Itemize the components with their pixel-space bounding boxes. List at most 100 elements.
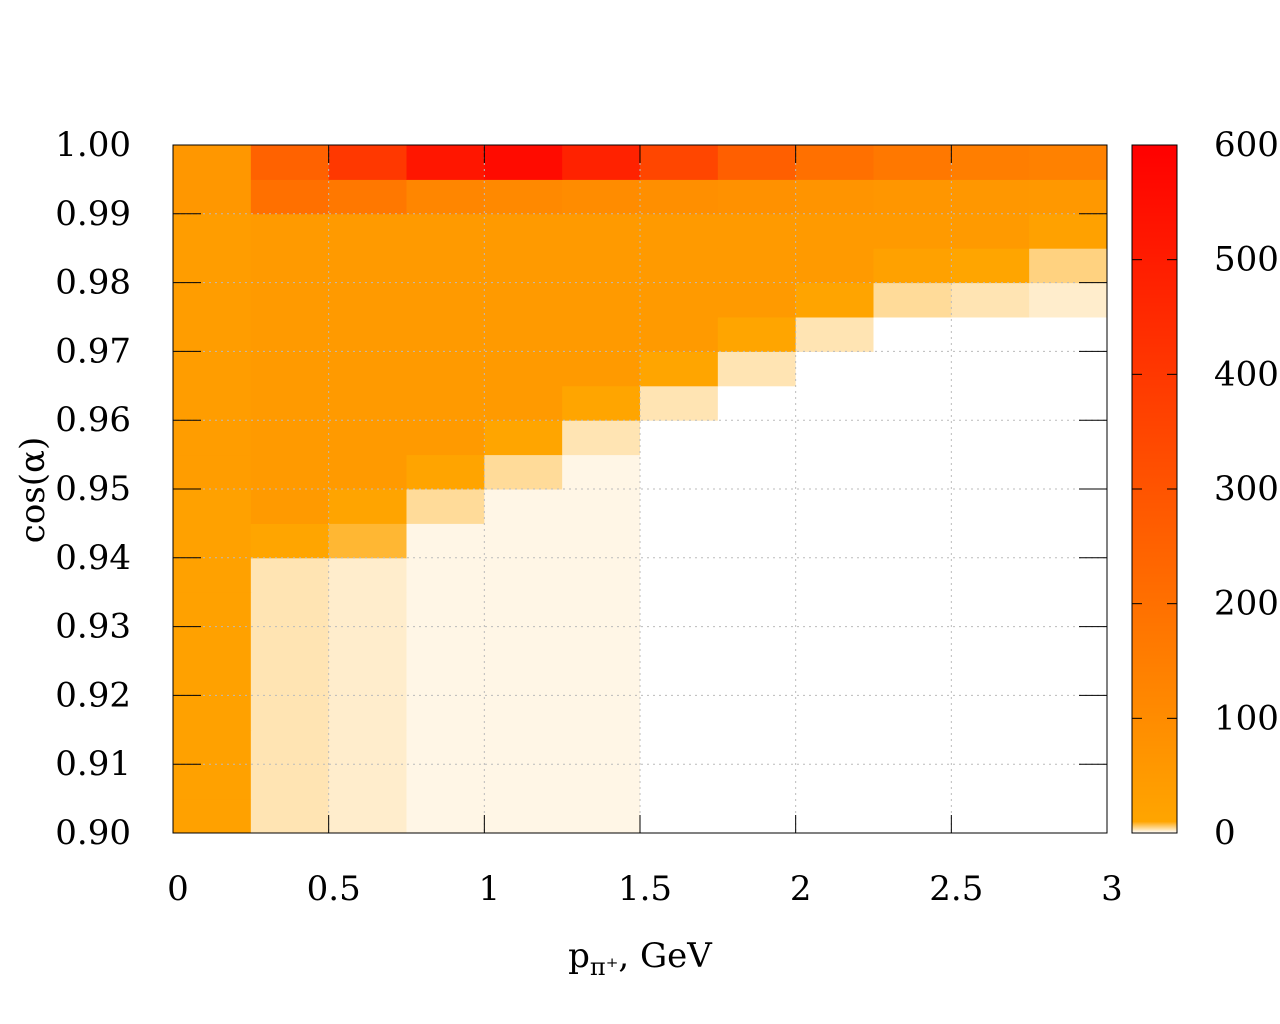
heatmap-cell (562, 626, 641, 662)
heatmap-cell (640, 764, 719, 800)
heatmap-cell (406, 420, 485, 456)
heatmap-cell (406, 557, 485, 593)
heatmap-cell (640, 592, 719, 628)
heatmap-cell (562, 385, 641, 421)
heatmap-cell (562, 557, 641, 593)
heatmap-cell (562, 661, 641, 696)
heatmap-cell (640, 798, 719, 834)
colorbar-tick-label: 600 (1214, 125, 1279, 165)
y-tick-label: 0.92 (55, 675, 131, 715)
heatmap-cell (484, 592, 563, 628)
heatmap-cell (328, 454, 407, 490)
heatmap-cell (173, 729, 252, 765)
heatmap-cell (795, 420, 874, 456)
heatmap-cell (406, 179, 485, 215)
heatmap-cell (562, 695, 641, 731)
x-label-suffix: , GeV (618, 936, 713, 976)
heatmap-cell (250, 282, 330, 318)
heatmap-cell (328, 557, 407, 593)
heatmap-cell (250, 145, 330, 180)
heatmap-cell (795, 695, 874, 731)
heatmap-cell (328, 626, 407, 662)
heatmap-cell (873, 729, 952, 765)
heatmap-cell (640, 454, 719, 490)
heatmap-cell (250, 213, 330, 249)
heatmap-cell (484, 213, 563, 249)
heatmap-cell (484, 385, 563, 421)
heatmap-cell (951, 385, 1030, 421)
heatmap-cell (1029, 282, 1108, 318)
heatmap-cell (717, 317, 797, 352)
heatmap-cell (406, 385, 485, 421)
heatmap-cell (1029, 764, 1108, 800)
colorbar-tick-label: 500 (1214, 240, 1279, 280)
x-label-main: p (568, 936, 590, 976)
heatmap-cell (640, 213, 719, 249)
heatmap-cell (795, 557, 874, 593)
heatmap-cell (562, 213, 641, 249)
heatmap-cell (484, 282, 563, 318)
heatmap-cell (1029, 179, 1108, 215)
heatmap-cell (795, 282, 874, 318)
heatmap-cell (951, 523, 1030, 559)
heatmap-cell (640, 282, 719, 318)
heatmap-cell (873, 626, 952, 662)
y-tick-label: 0.97 (55, 331, 131, 371)
heatmap-cell (717, 385, 797, 421)
heatmap-cell (250, 626, 330, 662)
heatmap-cell (795, 592, 874, 628)
heatmap-cell (250, 661, 330, 696)
heatmap-cell (951, 695, 1030, 731)
heatmap-cell (328, 385, 407, 421)
heatmap-cell (640, 523, 719, 559)
heatmap-cell (406, 523, 485, 559)
heatmap-cell (1029, 626, 1108, 662)
heatmap-cell (717, 798, 797, 834)
heatmap-cell (795, 213, 874, 249)
heatmap-cell (640, 489, 719, 524)
heatmap-cell (640, 729, 719, 765)
colorbar-tick-label: 100 (1214, 698, 1279, 738)
heatmap-cell (250, 248, 330, 284)
heatmap-cell (951, 454, 1030, 490)
heatmap-cell (717, 523, 797, 559)
heatmap-cell (406, 661, 485, 696)
heatmap-cell (250, 592, 330, 628)
heatmap-cell (328, 213, 407, 249)
heatmap-cell (951, 420, 1030, 456)
heatmap-cell (328, 592, 407, 628)
heatmap-cell (173, 213, 252, 249)
heatmap-cell (173, 592, 252, 628)
colorbar-tick-label: 300 (1214, 469, 1279, 509)
heatmap-cell (1029, 729, 1108, 765)
heatmap-cell (873, 179, 952, 215)
heatmap-cell (1029, 317, 1108, 352)
heatmap-cell (873, 764, 952, 800)
colorbar-tick-label: 400 (1214, 354, 1279, 394)
heatmap-cell (873, 454, 952, 490)
heatmap-cell (173, 661, 252, 696)
heatmap-cell (562, 145, 641, 180)
heatmap-cell (173, 523, 252, 559)
heatmap-cell (873, 695, 952, 731)
heatmap-cell (795, 798, 874, 834)
x-label-subscript: π⁺ (590, 953, 618, 981)
heatmap-cell (173, 351, 252, 387)
heatmap-cell (717, 626, 797, 662)
y-tick-label: 0.98 (55, 263, 131, 303)
heatmap-cell (1029, 592, 1108, 628)
plot-frame (172, 144, 1108, 834)
heatmap-cell (562, 489, 641, 524)
y-tick-label: 0.95 (55, 469, 131, 509)
heatmap-cell (173, 489, 252, 524)
heatmap-cell (795, 179, 874, 215)
heatmap-cell (795, 248, 874, 284)
heatmap-cell (328, 523, 407, 559)
heatmap-cell (717, 764, 797, 800)
heatmap-cell (717, 248, 797, 284)
heatmap-cell (795, 317, 874, 352)
heatmap-cell (1029, 351, 1108, 387)
y-tick-label: 0.99 (55, 194, 131, 234)
heatmap-cell (173, 695, 252, 731)
heatmap-cell (562, 592, 641, 628)
